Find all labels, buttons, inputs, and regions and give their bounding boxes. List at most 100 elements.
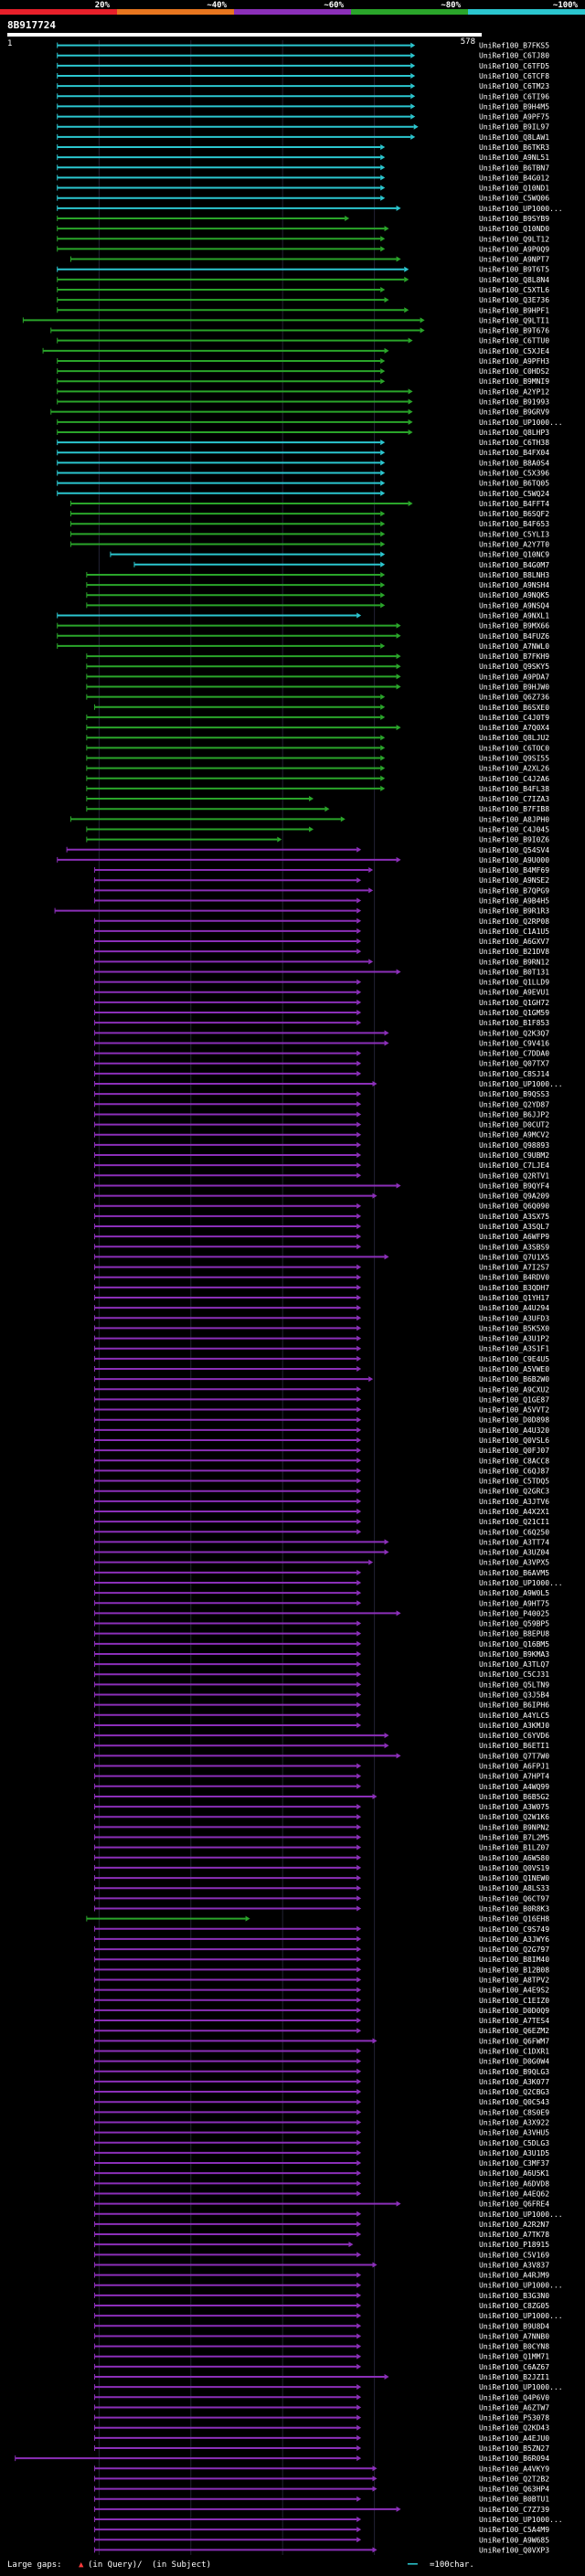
hit-label: UniRef100_Q0VXP3 — [479, 2546, 549, 2554]
hit-label: UniRef100_A6WFP9 — [479, 1233, 549, 1241]
hit-arrow — [356, 1895, 362, 1902]
hit-label: UniRef100_Q9SI55 — [479, 754, 549, 762]
hit-arrow — [380, 745, 386, 751]
hit-arrow — [384, 1549, 389, 1555]
in-query-label: (in Query)/ — [88, 2560, 143, 2570]
hit-arrow — [356, 1141, 362, 1148]
hit-arrow — [380, 592, 386, 599]
hit-label: UniRef100_C9E4U5 — [479, 1355, 549, 1363]
hit-label: UniRef100_UP1000... — [479, 1080, 563, 1088]
hit-arrow — [356, 1935, 362, 1942]
hit-label: UniRef100_Q2YD87 — [479, 1100, 549, 1108]
hit-arrow — [410, 103, 416, 110]
hit-arrow — [396, 725, 401, 731]
hit-label: UniRef100_C5CJ31 — [479, 1670, 549, 1679]
hit-arrow — [408, 429, 413, 435]
hit-arrow — [356, 1131, 362, 1138]
hit-label: UniRef100_A4EJU0 — [479, 2434, 549, 2443]
hit-label: UniRef100_B0BTU1 — [479, 2496, 549, 2504]
hit-label: UniRef100_UP1000... — [479, 2210, 563, 2219]
hit-label: UniRef100_Q6Q090 — [479, 1203, 549, 1211]
hit-arrow — [356, 1224, 362, 1230]
hit-arrow — [356, 2058, 362, 2064]
hit-label: UniRef100_C5A4M9 — [479, 2526, 549, 2534]
hit-arrow — [356, 2160, 362, 2167]
hit-label: UniRef100_P53078 — [479, 2414, 549, 2422]
hit-label: UniRef100_A7Q0X4 — [479, 724, 549, 732]
hit-arrow — [356, 2078, 362, 2084]
hit-label: UniRef100_Q6FWM7 — [479, 2037, 549, 2045]
scale-segment — [0, 9, 117, 15]
hit-label: UniRef100_P18915 — [479, 2241, 549, 2249]
legend-line-icon: ━━ — [408, 2560, 418, 2570]
hit-label: UniRef100_Q3J5B4 — [479, 1691, 549, 1700]
hit-arrow — [380, 511, 386, 517]
hit-arrow — [384, 1040, 389, 1046]
hit-arrow — [372, 2262, 378, 2268]
hit-label: UniRef100_C1A1U5 — [479, 928, 549, 936]
hit-label: UniRef100_Q54SV4 — [479, 846, 549, 854]
hit-arrow — [356, 907, 362, 914]
hit-arrow — [396, 969, 401, 975]
alignment-plot: UniRef100_B7FKS5 UniRef100_C6TJ80 UniRef10… — [15, 40, 563, 2555]
hit-label: UniRef100_B9I0Z6 — [479, 836, 549, 844]
hit-label: UniRef100_C1EIZ0 — [479, 1997, 549, 2005]
hit-label: UniRef100_C4J0T9 — [479, 714, 549, 722]
hit-arrow — [384, 226, 389, 232]
hit-arrow — [356, 1529, 362, 1535]
hit-arrow — [356, 2424, 362, 2431]
hit-label: UniRef100_Q1GM59 — [479, 1009, 549, 1017]
hit-label: UniRef100_A3KMJ0 — [479, 1722, 549, 1730]
hit-arrow — [420, 327, 425, 334]
hit-arrow — [380, 694, 386, 700]
hit-label: UniRef100_Q6Z736 — [479, 694, 549, 702]
legend-footer: Large gaps: ▲ (in Query)/ (in Subject) ━… — [0, 2560, 585, 2576]
query-header: 8B917724 1 578 — [0, 19, 585, 48]
hit-label: UniRef100_Q9LT12 — [479, 235, 549, 243]
hit-arrow — [356, 1152, 362, 1159]
hit-label: UniRef100_A9PFH3 — [479, 357, 549, 366]
hit-arrow — [356, 1111, 362, 1118]
hit-arrow — [356, 1091, 362, 1097]
hit-label: UniRef100_C5XTL6 — [479, 286, 549, 294]
hit-arrow — [368, 1376, 374, 1383]
hit-arrow — [356, 2028, 362, 2034]
hit-arrow — [356, 2252, 362, 2258]
scale-segment — [234, 9, 351, 15]
hit-arrow — [380, 735, 386, 741]
hit-arrow — [356, 1844, 362, 1850]
hit-label: UniRef100_UP1000... — [479, 419, 563, 427]
hit-arrow — [356, 2221, 362, 2227]
hit-label: UniRef100_B7L2M5 — [479, 1834, 549, 1842]
hit-arrow — [396, 622, 401, 629]
hit-label: UniRef100_A3SX75 — [479, 1213, 549, 1221]
hit-label: UniRef100_B4RDV0 — [479, 1274, 549, 1282]
hit-arrow — [356, 2170, 362, 2177]
hit-arrow — [396, 205, 401, 211]
hit-label: UniRef100_Q16BM5 — [479, 1640, 549, 1648]
hit-label: UniRef100_A7TK78 — [479, 2231, 549, 2239]
hit-arrow — [410, 83, 416, 90]
hit-arrow — [356, 1519, 362, 1525]
hit-arrow — [380, 368, 386, 375]
hit-arrow — [384, 1539, 389, 1545]
hit-arrow — [356, 1468, 362, 1474]
hit-arrow — [356, 1458, 362, 1464]
scale-label: ~80% — [441, 1, 461, 10]
hit-label: UniRef100_A3W075 — [479, 1803, 549, 1811]
hit-arrow — [380, 195, 386, 201]
hit-label: UniRef100_B9HJW0 — [479, 683, 549, 691]
hit-arrow — [372, 2547, 378, 2553]
hit-label: UniRef100_C5WQ06 — [479, 195, 549, 203]
hit-label: UniRef100_C7DDA0 — [479, 1050, 549, 1058]
hit-label: UniRef100_A9NXL1 — [479, 612, 549, 620]
hit-arrow — [356, 1681, 362, 1688]
hit-label: UniRef100_B6TBN7 — [479, 164, 549, 172]
hit-arrow — [356, 1977, 362, 1983]
hit-label: UniRef100_B9HPF1 — [479, 306, 549, 314]
hit-arrow — [356, 1569, 362, 1575]
hit-label: UniRef100_A4U294 — [479, 1304, 549, 1312]
hit-arrow — [356, 2496, 362, 2502]
hit-arrow — [380, 185, 386, 191]
hit-arrow — [380, 480, 386, 486]
